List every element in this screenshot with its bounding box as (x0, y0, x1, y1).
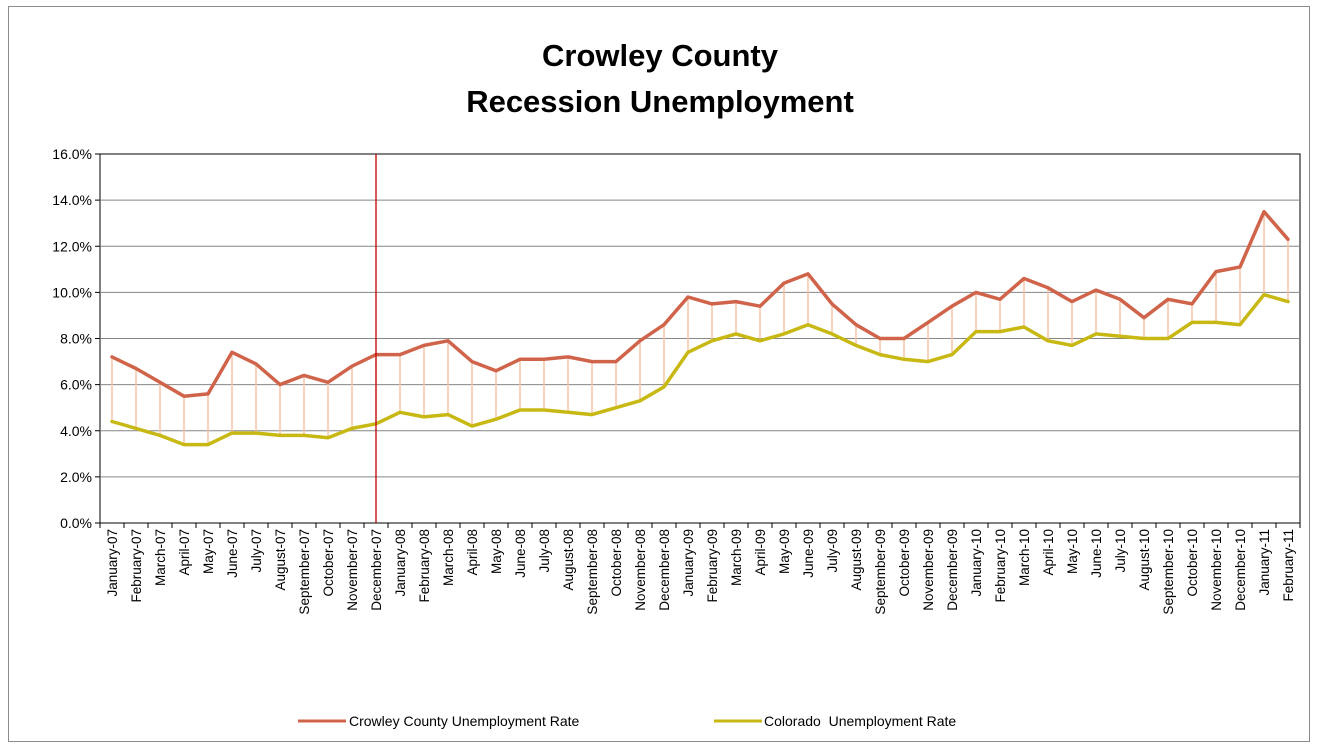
x-tick-label: May-09 (777, 529, 792, 574)
x-tick-label: May-07 (201, 529, 216, 574)
x-tick-label: January-09 (681, 529, 696, 597)
x-tick-label: September-07 (297, 529, 312, 615)
x-tick-label: March-09 (729, 529, 744, 586)
x-tick-label: November-07 (345, 529, 360, 611)
x-tick-label: July-07 (249, 529, 264, 573)
x-tick-label: August-10 (1137, 529, 1152, 591)
x-tick-label: March-08 (441, 529, 456, 586)
x-tick-label: October-08 (609, 529, 624, 597)
legend: Crowley County Unemployment Rate Colorad… (298, 713, 956, 729)
x-tick-label: June-09 (801, 529, 816, 578)
y-tick-label: 0.0% (60, 515, 92, 531)
x-tick-label: December-09 (945, 529, 960, 611)
y-tick-label: 12.0% (52, 238, 92, 254)
x-tick-label: January-08 (393, 529, 408, 597)
x-tick-label: October-10 (1185, 529, 1200, 597)
y-axis-ticks: 0.0% 2.0% 4.0% 6.0% 8.0% 10.0% 12.0% 14.0% 16.0% (52, 146, 100, 531)
hi-lo-lines (111, 211, 1289, 445)
x-tick-label: November-08 (633, 529, 648, 611)
x-tick-label: December-10 (1233, 529, 1248, 611)
x-tick-label: November-09 (921, 529, 936, 611)
y-tick-label: 6.0% (60, 377, 92, 393)
x-tick-label: January-11 (1257, 529, 1272, 596)
x-tick-label: March-10 (1017, 529, 1032, 586)
x-tick-label: February-10 (993, 529, 1008, 603)
series-lines (110, 209, 1290, 447)
x-tick-label: September-10 (1161, 529, 1176, 615)
y-tick-label: 10.0% (52, 284, 92, 300)
x-tick-label: September-08 (585, 529, 600, 615)
x-tick-label: February-09 (705, 529, 720, 603)
x-tick-label: August-07 (273, 529, 288, 591)
x-tick-label: August-09 (849, 529, 864, 591)
x-tick-label: April-07 (177, 529, 192, 576)
x-tick-label: February-07 (129, 529, 144, 603)
x-tick-label: May-08 (489, 529, 504, 574)
x-tick-label: June-08 (513, 529, 528, 578)
x-tick-label: June-07 (225, 529, 240, 578)
x-tick-label: April-10 (1041, 529, 1056, 576)
x-tick-label: March-07 (153, 529, 168, 586)
x-tick-label: June-10 (1089, 529, 1104, 578)
x-tick-label: April-08 (465, 529, 480, 576)
x-tick-label: December-08 (657, 529, 672, 611)
y-tick-label: 16.0% (52, 146, 92, 162)
x-tick-label: April-09 (753, 529, 768, 576)
x-tick-label: October-09 (897, 529, 912, 597)
series-line-crowley (110, 209, 1290, 398)
chart-title-line-1: Crowley County (542, 38, 779, 73)
x-tick-label: November-10 (1209, 529, 1224, 611)
x-axis-ticks: January-07 February-07 March-07 April-07 May… (99, 523, 1301, 615)
x-tick-label: January-07 (105, 529, 120, 597)
x-tick-label: July-10 (1113, 529, 1128, 573)
x-tick-label: October-07 (321, 529, 336, 597)
legend-label-colorado: Colorado Unemployment Rate (764, 713, 956, 729)
x-tick-label: August-08 (561, 529, 576, 591)
y-tick-label: 8.0% (60, 331, 92, 347)
x-tick-label: July-08 (537, 529, 552, 573)
x-tick-label: January-10 (969, 529, 984, 597)
legend-label-crowley: Crowley County Unemployment Rate (349, 713, 580, 729)
y-tick-label: 14.0% (52, 192, 92, 208)
x-tick-label: February-11 (1281, 529, 1296, 602)
series-line-colorado (110, 292, 1290, 447)
x-tick-label: February-08 (417, 529, 432, 603)
chart-title-line-2: Recession Unemployment (466, 84, 854, 119)
x-tick-label: September-09 (873, 529, 888, 615)
x-tick-label: July-09 (825, 529, 840, 573)
x-tick-label: December-07 (369, 529, 384, 611)
y-tick-label: 4.0% (60, 423, 92, 439)
x-tick-label: May-10 (1065, 529, 1080, 574)
y-tick-label: 2.0% (60, 469, 92, 485)
